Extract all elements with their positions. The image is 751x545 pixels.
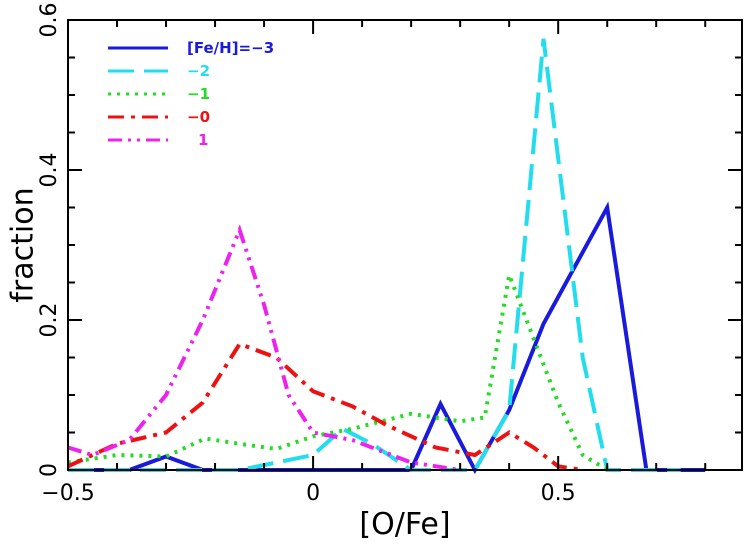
y-tick-label: 0.4	[37, 153, 62, 188]
plot-frame	[67, 19, 743, 471]
y-tick-label: 0	[37, 463, 62, 477]
legend-label: −0	[187, 108, 210, 126]
series-layer	[67, 38, 706, 475]
series-line-2	[68, 38, 681, 472]
legend-label: −2	[187, 62, 210, 80]
series-line-5	[67, 224, 461, 472]
x-axis-title: [O/Fe]	[359, 507, 450, 542]
ticks-layer: −0.5 0 0.5 0 0.2 0.4 0.6	[37, 3, 742, 506]
y-tick-label: 0.2	[37, 303, 62, 338]
series-line-1	[68, 201, 706, 475]
x-tick-label: 0	[306, 481, 320, 506]
y-tick-label: 0.6	[37, 3, 62, 38]
series-line-4	[67, 341, 583, 472]
x-tick-label: −0.5	[41, 481, 94, 506]
legend-label: 1	[198, 131, 208, 149]
legend-label: [Fe/H]=−3	[187, 39, 274, 57]
x-tick-label: 0.5	[541, 481, 576, 506]
y-axis-title: fraction	[6, 187, 41, 302]
legend: [Fe/H]=−3 −2 −1 −0 1	[108, 39, 274, 149]
legend-label: −1	[187, 85, 210, 103]
